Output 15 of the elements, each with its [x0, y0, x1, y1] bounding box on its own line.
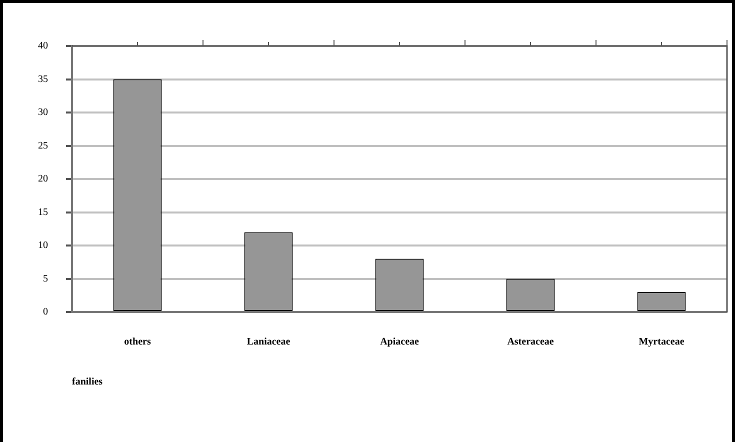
- x-axis-title: fanilies: [72, 376, 103, 388]
- y-tick-label: 5: [43, 273, 48, 284]
- y-tick-label: 30: [38, 107, 48, 118]
- x-tick-label: Asteraceae: [507, 336, 554, 348]
- y-tick-label: 0: [43, 306, 48, 318]
- x-tick-label: Myrtaceae: [638, 336, 685, 348]
- x-tick-label: others: [124, 336, 151, 348]
- y-tick-label: 15: [38, 206, 48, 218]
- x-tick-label: Laniaceae: [246, 336, 291, 348]
- y-tick-label: 20: [38, 174, 48, 185]
- x-tick-label: Apiaceae: [380, 336, 420, 348]
- y-tick-label: 35: [38, 74, 48, 85]
- y-tick-label: 40: [38, 40, 48, 52]
- y-tick-label: 10: [38, 240, 48, 252]
- y-tick-label: 25: [38, 140, 48, 152]
